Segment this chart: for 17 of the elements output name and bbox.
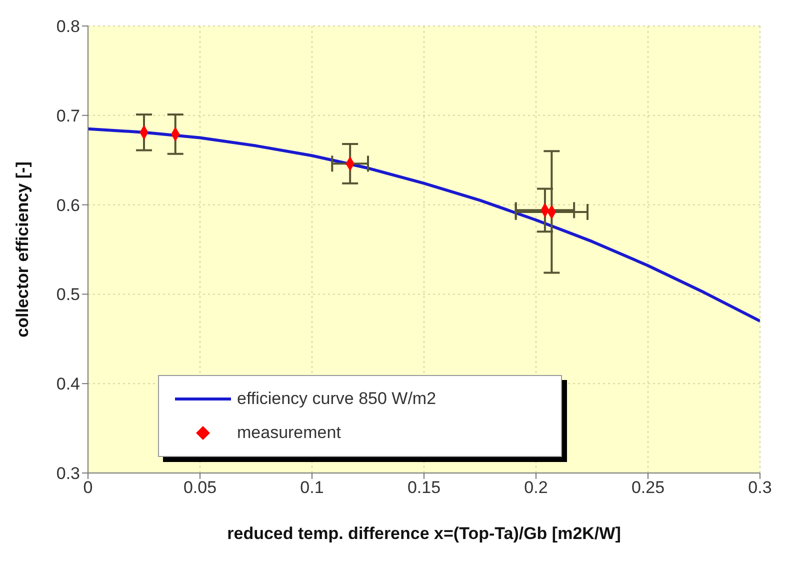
y-tick-label: 0.8 <box>56 17 80 36</box>
x-tick-label: 0.15 <box>407 478 441 498</box>
y-axis-title: collector efficiency [-] <box>13 162 32 338</box>
x-tick-label: 0 <box>83 478 93 498</box>
x-tick-label: 0.05 <box>183 478 217 498</box>
legend-label: efficiency curve 850 W/m2 <box>237 389 436 409</box>
x-axis-title: reduced temp. difference x=(Top-Ta)/Gb [m2K/W] <box>227 524 621 543</box>
y-tick-label: 0.3 <box>56 464 80 484</box>
x-tick-label: 0.2 <box>524 478 548 498</box>
y-tick-label: 0.7 <box>56 106 80 126</box>
y-tick-label: 0.4 <box>56 374 80 394</box>
y-tick-label: 0.6 <box>56 196 80 215</box>
x-tick-label: 0.1 <box>300 478 324 498</box>
legend-label: measurement <box>237 423 341 443</box>
x-tick-label: 0.25 <box>631 478 665 498</box>
x-tick-label: 0.3 <box>748 478 772 498</box>
y-tick-label: 0.5 <box>56 285 80 304</box>
